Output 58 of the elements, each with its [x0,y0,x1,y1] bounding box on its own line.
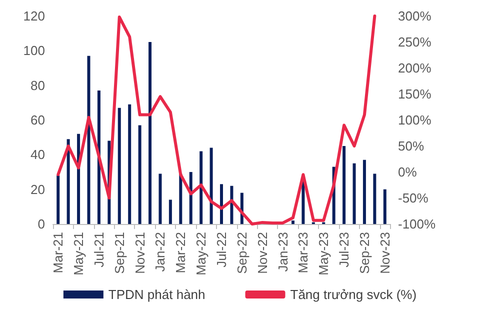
bar [168,200,172,224]
bar [291,220,294,224]
x-tick-label: Sep-22 [234,232,250,274]
y2-tick-label: -100% [398,216,436,232]
bar [302,180,305,224]
x-tick-label: Nov-23 [377,232,392,274]
y-tick-label: 100 [23,43,45,58]
x-tick-label: May-21 [71,232,86,276]
y-tick-label: 60 [30,112,45,128]
y2-tick-label: 150% [398,86,432,102]
legend-label: Tăng trưởng svck (%) [290,287,417,302]
bar [128,104,132,224]
x-tick-label: Mar-21 [50,232,66,274]
x-tick-label: Jul-23 [336,232,352,268]
bar [189,172,192,224]
x-tick-label: Jul-22 [214,232,229,268]
y-tick-label: 80 [30,78,45,93]
line-series [56,14,376,226]
bar [200,151,203,224]
bar [118,108,121,224]
y-tick-label: 120 [23,8,45,24]
x-tick-label: Jan-23 [275,232,290,272]
bar [138,125,142,224]
legend-label: TPDN phát hành [108,287,206,302]
bar [56,175,60,224]
y2-tick-label: 200% [398,60,432,76]
y2-tick-label: 100% [398,112,432,128]
x-tick-label: May-22 [194,232,209,276]
y-tick-label: 20 [30,182,45,197]
bar [148,42,152,224]
x-tick-label: Sep-23 [356,232,372,274]
bar [342,146,346,224]
bar [179,174,182,224]
y2-tick-label: 300% [398,8,432,24]
bar [373,174,376,224]
bar [66,139,70,224]
x-tick-label: Sep-21 [112,232,127,274]
x-tick-label: Nov-22 [254,232,270,274]
bar [87,56,90,224]
y2-tick-label: 250% [398,34,432,50]
x-tick-label: Jul-21 [91,232,106,268]
bar [352,163,356,224]
bar [362,160,366,224]
x-tick-label: May-23 [316,232,332,276]
y2-tick-label: -50% [398,190,429,206]
bar [210,148,213,224]
bar [158,174,162,224]
x-tick-label: Mar-23 [296,232,311,274]
bar [220,184,223,224]
x-tick-label: Jan-22 [152,232,168,272]
bar [97,90,100,224]
y2-tick-label: 50% [398,138,424,154]
x-tick-label: Mar-22 [173,232,188,274]
y-tick-label: 40 [30,147,45,162]
y-tick-label: 0 [38,216,45,232]
y2-tick-label: 0% [398,164,418,180]
bar [383,189,386,224]
x-tick-label: Nov-21 [132,232,148,274]
